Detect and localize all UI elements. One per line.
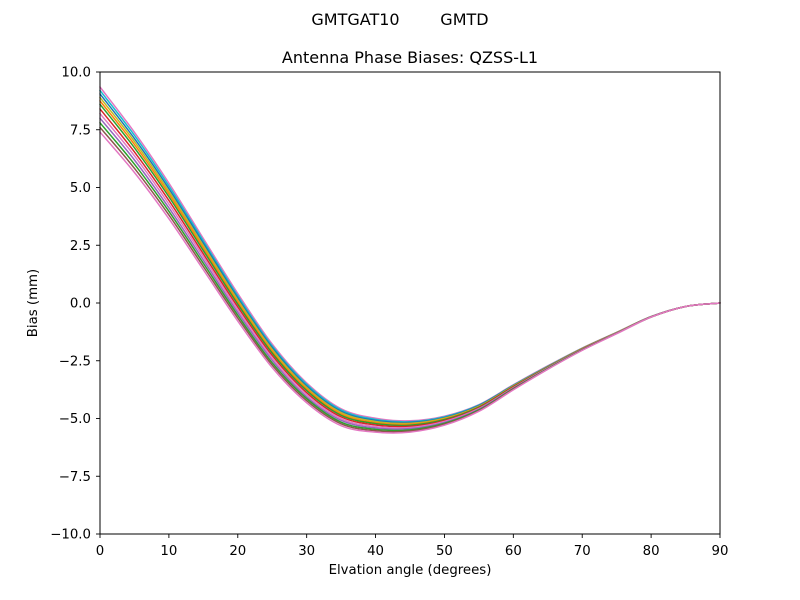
x-tick-label: 80 bbox=[643, 544, 660, 559]
y-tick-label: −5.0 bbox=[59, 412, 91, 427]
ticks-group: 0 10 20 30 40 50 60 70 80 90 10.0 7.5 5.0 2.5 0.0 −2.5 −… bbox=[50, 66, 728, 560]
y-tick-label: 2.5 bbox=[70, 239, 91, 254]
series-line-line-12 bbox=[99, 131, 721, 434]
y-tick-label: −10.0 bbox=[50, 528, 91, 543]
y-tick-label: 5.0 bbox=[70, 181, 91, 196]
x-tick-label: 60 bbox=[505, 544, 522, 559]
x-tick-label: 40 bbox=[367, 544, 384, 559]
x-tick-label: 20 bbox=[229, 544, 246, 559]
series-line-line-10 bbox=[99, 122, 721, 432]
x-tick-label: 70 bbox=[574, 544, 591, 559]
y-tick-label: 7.5 bbox=[70, 123, 91, 138]
figure-suptitle: GMTGAT10 GMTD bbox=[311, 10, 489, 29]
series-line-line-11 bbox=[99, 126, 721, 433]
axes-title: Antenna Phase Biases: QZSS-L1 bbox=[282, 48, 538, 67]
y-tick-label: −2.5 bbox=[59, 354, 91, 369]
y-tick-label: 10.0 bbox=[61, 66, 91, 81]
x-tick-label: 0 bbox=[96, 544, 104, 559]
series-line-line-03 bbox=[99, 93, 721, 424]
series-line-line-08 bbox=[99, 112, 721, 429]
axes-frame bbox=[99, 71, 721, 535]
series-line-line-04 bbox=[99, 96, 721, 425]
x-tick-label: 10 bbox=[160, 544, 177, 559]
x-axis-label: Elvation angle (degrees) bbox=[329, 563, 492, 578]
series-line-line-06 bbox=[99, 103, 721, 427]
x-tick-label: 30 bbox=[298, 544, 315, 559]
series-line-line-09 bbox=[99, 117, 721, 430]
x-tick-label: 50 bbox=[436, 544, 453, 559]
series-group bbox=[99, 86, 721, 434]
series-line-line-02 bbox=[99, 89, 721, 423]
x-tick-label: 90 bbox=[712, 544, 729, 559]
y-tick-label: 0.0 bbox=[70, 297, 91, 312]
series-line-line-07 bbox=[99, 108, 721, 428]
y-axis-label: Bias (mm) bbox=[26, 269, 41, 337]
series-line-line-05 bbox=[99, 100, 721, 426]
y-tick-label: −7.5 bbox=[59, 470, 91, 485]
